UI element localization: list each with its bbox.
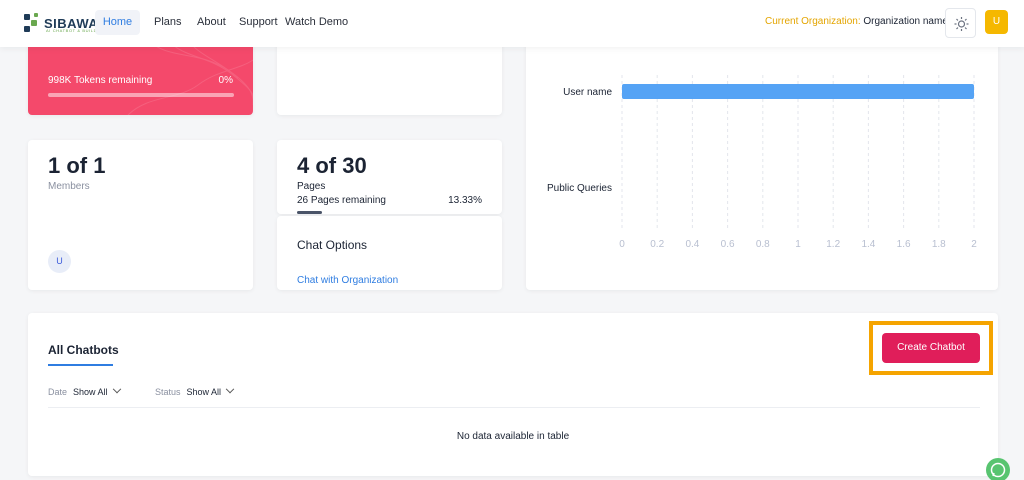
pages-count: 4 of 30 (297, 153, 367, 178)
chat-options-title: Chat Options (297, 238, 368, 252)
x-tick-label: 0.2 (650, 239, 664, 250)
pages-label: Pages (297, 181, 326, 192)
nav-support[interactable]: Support (239, 16, 278, 28)
bar[interactable] (622, 84, 974, 99)
whatsapp-icon (990, 462, 1006, 478)
usage-chart-card: 0 0.2 0.4 0.6 0.8 1 1.2 1.4 1.6 1.8 2 User name Publ… (526, 40, 998, 290)
whatsapp-chat-button[interactable] (986, 458, 1010, 480)
x-tick-label: 2 (971, 239, 977, 250)
all-chatbots-card: All Chatbots Date Show All Status Show All… (28, 313, 998, 476)
logo-mark-icon (24, 13, 38, 32)
top-navbar: SIBAWAY AI CHATBOT & BUILDER Home Plans … (0, 0, 1024, 47)
status-filter-label: Status (155, 387, 181, 397)
tokens-percent: 0% (218, 75, 233, 86)
pages-card: 4 of 30 Pages 26 Pages remaining 13.33% (277, 140, 502, 214)
x-tick-label: 1.6 (897, 239, 911, 250)
summary-card (277, 40, 502, 115)
tokens-progress-bar (48, 93, 234, 97)
org-name[interactable]: Organization name (863, 16, 948, 27)
nav-home[interactable]: Home (95, 10, 140, 35)
date-filter-value: Show All (73, 387, 108, 397)
x-tick-label: 0.4 (685, 239, 699, 250)
category-label: Public Queries (547, 183, 612, 194)
org-label: Current Organization: (765, 16, 861, 27)
members-card: 1 of 1 Members U (28, 140, 253, 290)
pages-remaining: 26 Pages remaining (297, 195, 386, 206)
chevron-down-icon (225, 384, 235, 394)
user-avatar-button[interactable]: U (985, 10, 1008, 34)
x-tick-label: 0.8 (756, 239, 770, 250)
x-tick-label: 1.2 (826, 239, 840, 250)
tokens-pattern-decoration (127, 40, 253, 115)
nav-about[interactable]: About (197, 16, 226, 28)
x-tick-label: 1.4 (861, 239, 875, 250)
nav-watch-demo[interactable]: Watch Demo (285, 16, 349, 28)
sibaway-logo[interactable]: SIBAWAY AI CHATBOT & BUILDER (22, 9, 122, 37)
members-count: 1 of 1 (48, 153, 106, 178)
date-filter[interactable]: Date Show All (48, 384, 121, 397)
x-tick-label: 0 (619, 239, 625, 250)
theme-toggle-button[interactable] (945, 8, 976, 38)
chevron-down-icon (112, 384, 121, 394)
chat-options-card: Chat Options Chat with Organization (277, 216, 502, 290)
category-label: User name (563, 87, 612, 98)
tab-all-chatbots[interactable]: All Chatbots (48, 343, 119, 357)
x-tick-label: 1.8 (932, 239, 946, 250)
table-divider (48, 407, 980, 408)
logo-subtitle: AI CHATBOT & BUILDER (46, 28, 104, 33)
date-filter-label: Date (48, 387, 68, 397)
usage-bar-chart: 0 0.2 0.4 0.6 0.8 1 1.2 1.4 1.6 1.8 2 User name Publ… (547, 75, 977, 250)
status-filter[interactable]: Status Show All (155, 384, 235, 397)
current-organization: Current Organization: Organization name (765, 16, 948, 27)
members-label: Members (48, 181, 90, 192)
tokens-remaining-label: 998K Tokens remaining (48, 75, 153, 86)
pages-progress-bar (297, 211, 322, 214)
sun-icon (954, 17, 969, 31)
tokens-card: 998K Tokens remaining 0% (28, 40, 253, 115)
x-tick-label: 0.6 (721, 239, 735, 250)
status-filter-value: Show All (186, 387, 222, 397)
create-chatbot-highlight (869, 321, 993, 375)
chat-with-organization-link[interactable]: Chat with Organization (297, 275, 399, 286)
create-chatbot-button[interactable]: Create Chatbot (882, 333, 980, 363)
active-tab-indicator (48, 364, 113, 366)
member-avatar[interactable]: U (48, 250, 71, 273)
nav-plans[interactable]: Plans (154, 16, 182, 28)
empty-table-message: No data available in table (456, 431, 570, 442)
pages-percent: 13.33% (448, 195, 482, 206)
x-tick-label: 1 (795, 239, 801, 250)
logo-text: SIBAWAY (44, 15, 107, 31)
